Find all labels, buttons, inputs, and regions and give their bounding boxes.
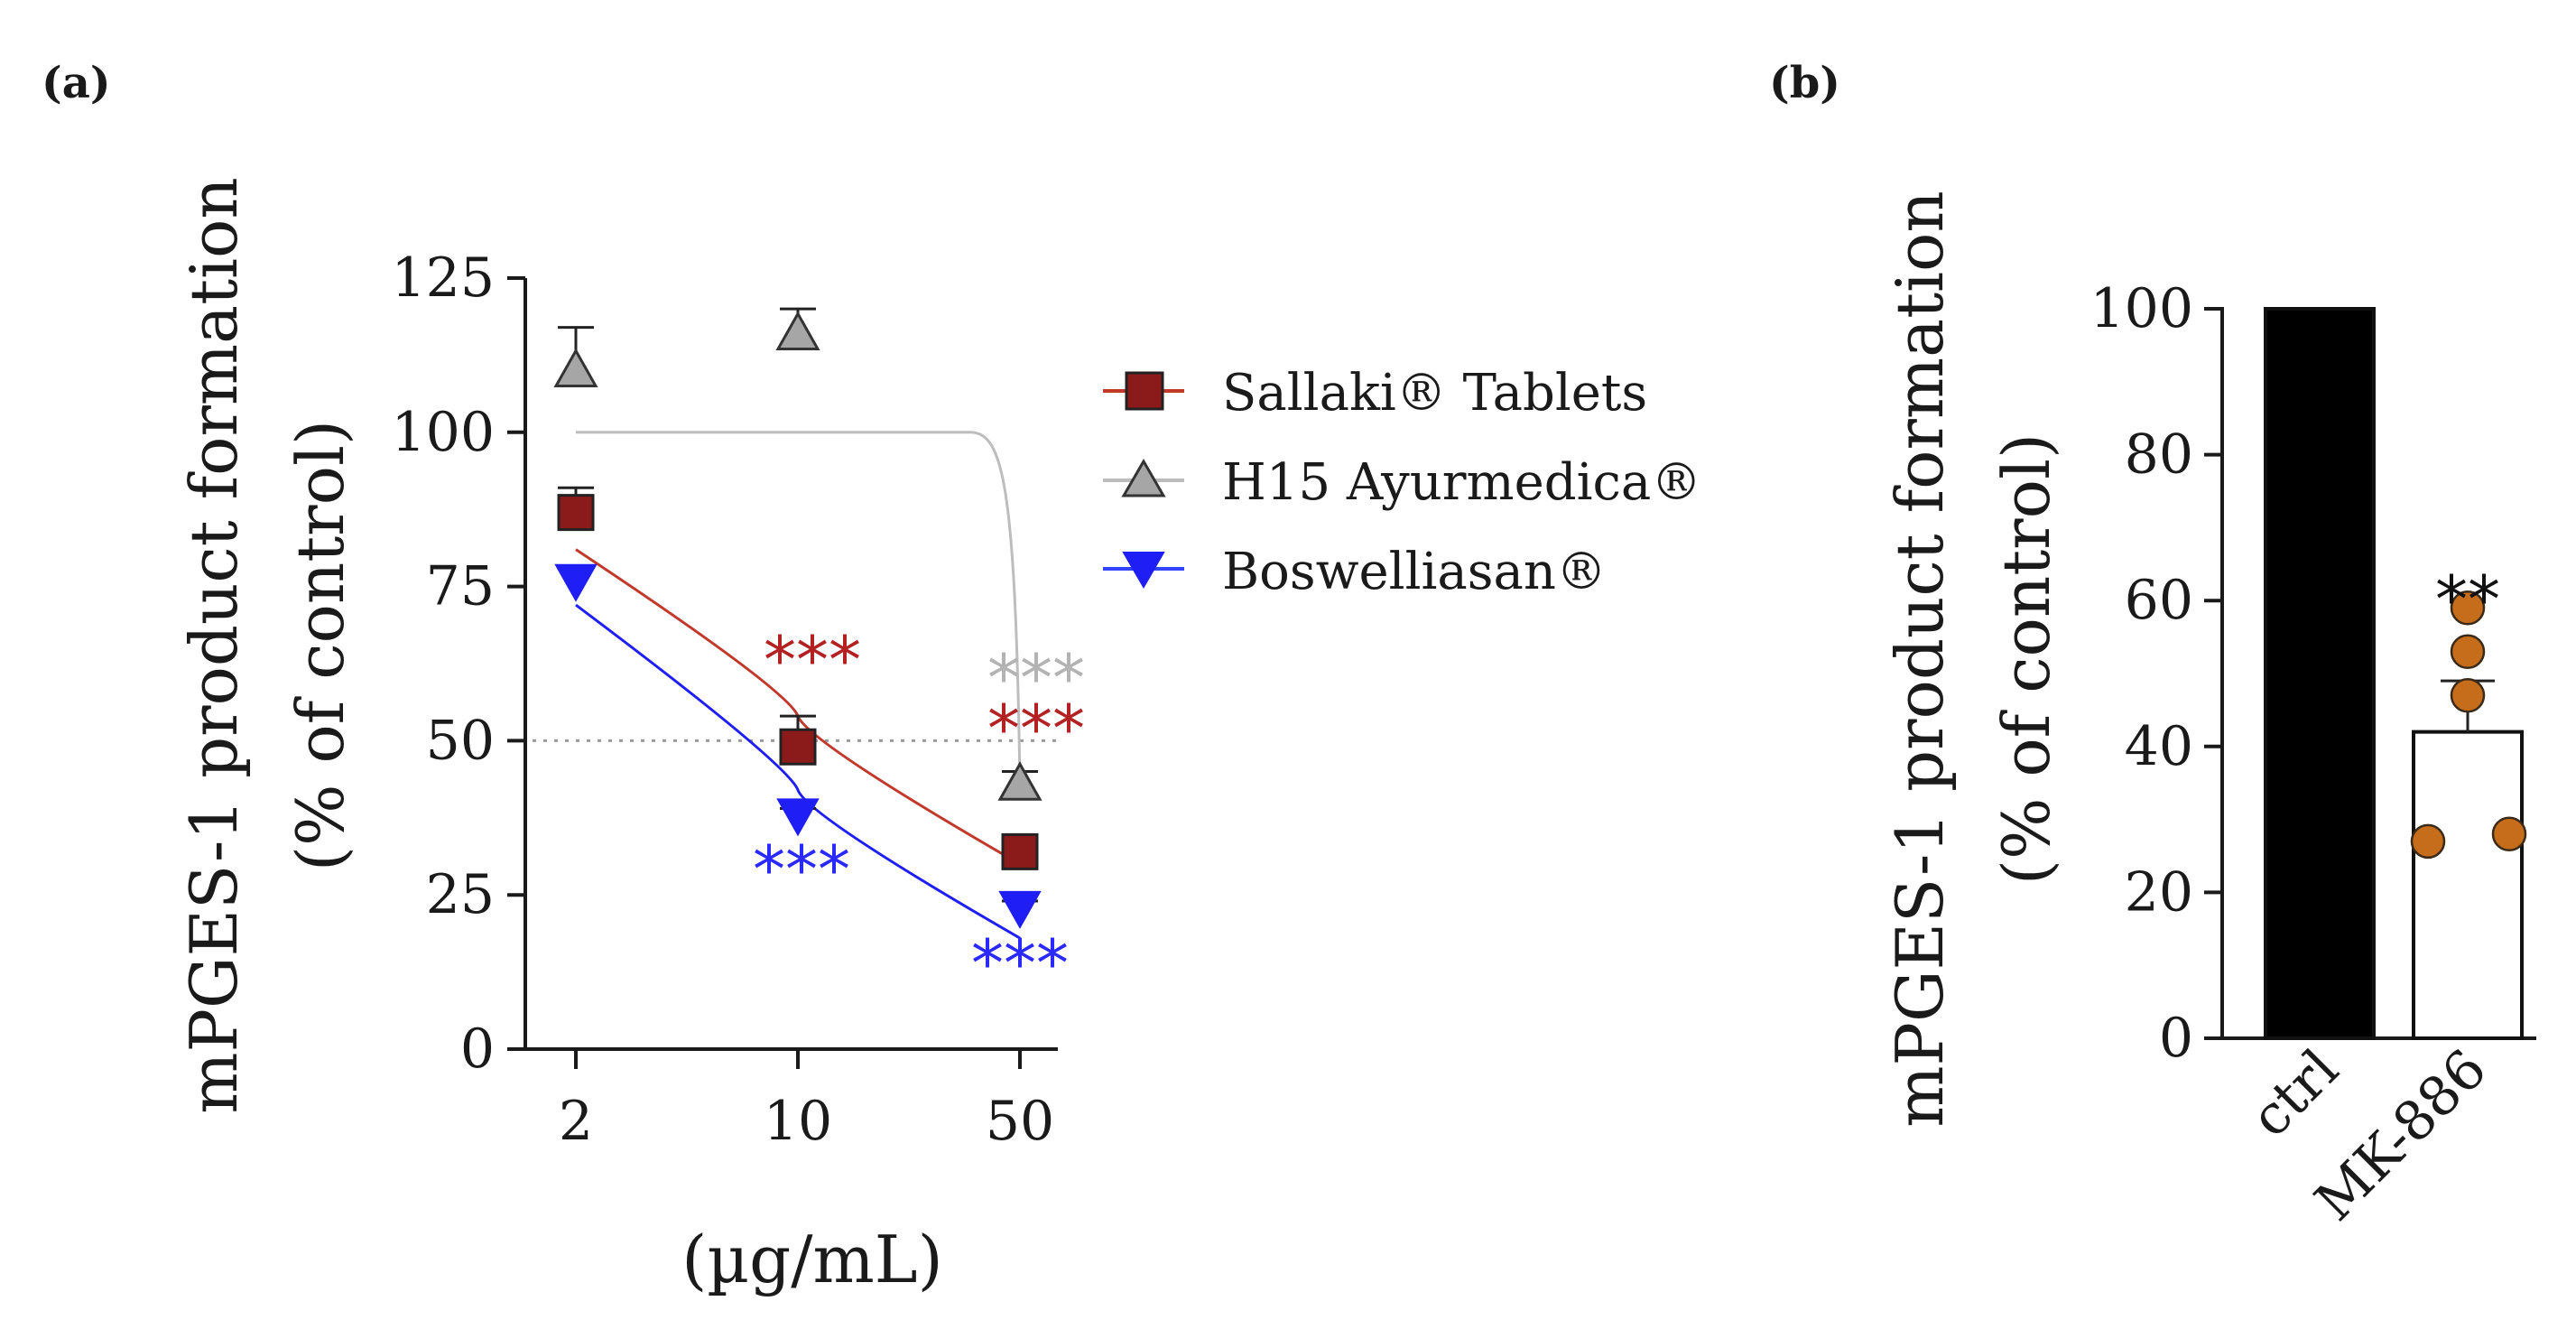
chart-b-ylabel-line2: (% of control)	[1988, 433, 2064, 885]
data-point	[2450, 634, 2486, 670]
legend-label-boswelliasan: Boswelliasan®	[1222, 543, 1607, 601]
chart-b-ytick-label: 40	[2125, 715, 2193, 778]
legend-item-h15: H15 Ayurmedica®	[1103, 453, 1701, 512]
chart-b-ytick-label: 100	[2090, 277, 2193, 340]
significance-stars: ***	[753, 832, 850, 907]
chart-b-ytick-label: 80	[2125, 423, 2193, 487]
significance-stars: ***	[971, 925, 1069, 1001]
chart-a-ytick-label: 0	[460, 1018, 495, 1081]
legend-label-sallaki: Sallaki® Tablets	[1222, 364, 1647, 423]
chart-a-ylabel-line2: (% of control)	[283, 420, 358, 871]
legend-marker-sallaki	[1125, 371, 1164, 411]
chart-a-xlabel: (µg/mL)	[681, 1222, 942, 1297]
legend-item-sallaki: Sallaki® Tablets	[1103, 364, 1647, 423]
legend-item-boswelliasan: Boswelliasan®	[1103, 543, 1607, 601]
chart-a-xtick-label: 2	[559, 1090, 593, 1153]
chart-b: mPGES-1 product formation (% of control)…	[1882, 191, 2536, 1233]
chart-b-ytick-label: 20	[2125, 860, 2193, 924]
marker-sallaki	[557, 494, 595, 532]
chart-a-ytick-label: 100	[391, 401, 495, 464]
data-point	[2491, 816, 2527, 852]
marker-sallaki	[1001, 832, 1039, 870]
marker-boswelliasan	[776, 798, 820, 837]
legend-marker-boswelliasan	[1122, 552, 1165, 589]
marker-boswelliasan	[554, 563, 598, 602]
chart-a-xtick-label: 50	[986, 1090, 1054, 1153]
chart-a-legend: Sallaki® Tablets H15 Ayurmedica® Boswell…	[1103, 364, 1701, 601]
chart-b-ytick-label: 0	[2159, 1007, 2193, 1070]
significance-stars: **	[2435, 562, 2500, 637]
bar-mk886	[2412, 730, 2524, 1040]
chart-b-ylabel-line1: mPGES-1 product formation	[1882, 191, 1958, 1128]
data-point	[2450, 677, 2486, 713]
data-point	[2450, 590, 2486, 626]
chart-b-ytick-label: 60	[2125, 569, 2193, 632]
panel-label-a: (a)	[42, 58, 111, 108]
marker-boswelliasan	[998, 890, 1042, 929]
chart-a-ylabel-line1: mPGES-1 product formation	[176, 177, 252, 1114]
chart-a-xtick-label: 10	[764, 1090, 832, 1153]
significance-stars: ***	[987, 640, 1085, 716]
chart-a-ytick-label: 75	[426, 555, 495, 618]
significance-stars: ***	[987, 691, 1085, 767]
significance-stars: ***	[764, 622, 861, 698]
marker-sallaki	[779, 728, 817, 766]
legend-marker-h15	[1121, 459, 1166, 497]
marker-h15	[775, 311, 820, 350]
bar-ctrl	[2264, 307, 2376, 1040]
chart-a-ytick-label: 25	[426, 863, 495, 926]
data-point	[2410, 823, 2446, 860]
fit-curve-boswelliasan	[575, 603, 1021, 940]
chart-a-ytick-label: 50	[426, 709, 495, 772]
chart-b-category-label: ctrl	[2238, 1037, 2350, 1149]
fit-curve-h15	[576, 431, 1022, 785]
chart-a-ytick-label: 125	[391, 246, 495, 310]
marker-h15	[997, 761, 1042, 801]
legend-label-h15: H15 Ayurmedica®	[1222, 453, 1701, 512]
chart-a: mPGES-1 product formation (% of control)…	[176, 177, 1701, 1297]
panel-label-b: (b)	[1769, 58, 1840, 108]
marker-h15	[553, 348, 598, 387]
